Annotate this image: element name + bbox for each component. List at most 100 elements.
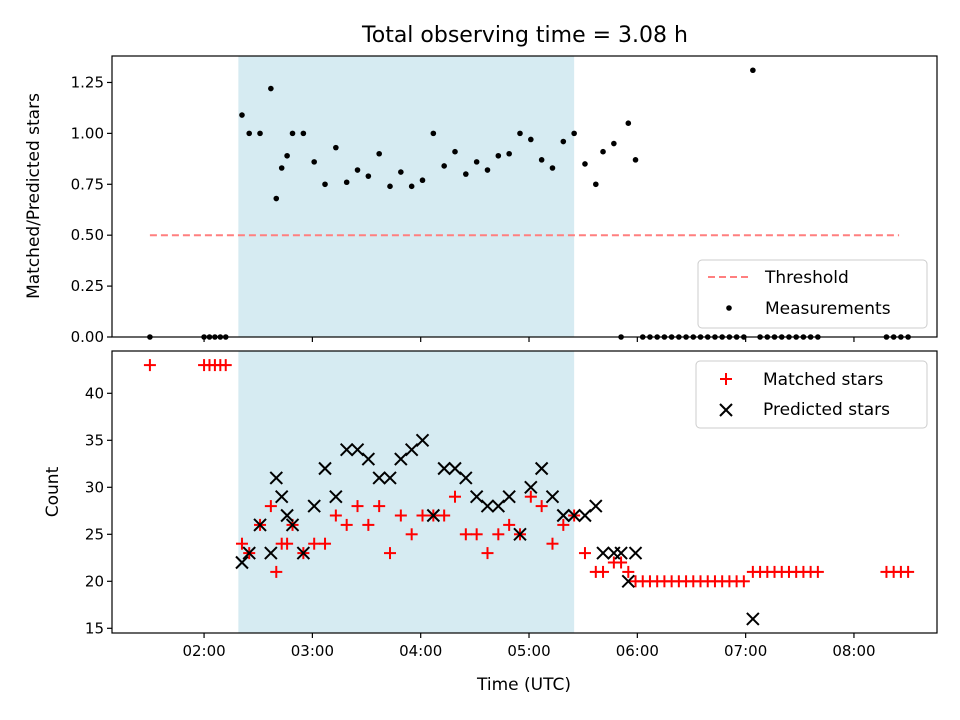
predicted-star-marker [264, 546, 278, 560]
measurement-point [506, 150, 512, 157]
matched-star-marker [351, 500, 364, 513]
matched-star-marker [143, 359, 156, 372]
measurement-point [376, 150, 382, 157]
top-y-tick-label: 0.75 [71, 175, 104, 193]
measurement-point [593, 181, 599, 188]
matched-star-marker [384, 547, 397, 560]
matched-star-marker [481, 547, 494, 560]
matched-star-marker [319, 537, 332, 550]
matched-star-marker [546, 537, 559, 550]
legend-predicted-label: Predicted stars [763, 400, 890, 420]
measurement-point [750, 67, 756, 74]
measurement-point [484, 167, 491, 173]
measurement-point [408, 183, 415, 190]
predicted-star-marker [614, 546, 628, 560]
predicted-star-marker [596, 546, 610, 560]
predicted-star-marker [339, 442, 354, 457]
matched-star-marker [459, 528, 472, 541]
bottom-points-layer [143, 359, 915, 626]
measurement-point [495, 152, 502, 159]
measurement-point [273, 195, 280, 202]
predicted-star-marker [578, 508, 592, 523]
bottom-y-tick-label: 35 [85, 431, 104, 449]
predicted-star-marker [329, 489, 343, 504]
x-tick-label: 02:00 [182, 642, 225, 660]
measurement-point [600, 148, 606, 155]
top-legend-box [697, 259, 928, 329]
measurement-point [430, 130, 437, 137]
measurement-point [289, 130, 296, 137]
predicted-star-marker [621, 574, 636, 589]
predicted-star-marker [556, 508, 571, 523]
predicted-star-marker [459, 471, 473, 485]
matched-star-marker [470, 528, 483, 541]
predicted-star-marker [372, 471, 386, 485]
predicted-star-marker [285, 518, 300, 532]
x-tick-label: 07:00 [724, 642, 767, 660]
measurement-point [246, 130, 252, 137]
bottom-ticks-layer: 15 20 25 30 35 40 02:00 03:00 04:00 05:00 06:00 07:… [85, 384, 876, 660]
predicted-star-marker [524, 480, 538, 495]
figure-title: Total observing time = 3.08 h [361, 23, 688, 48]
x-tick-label: 05:00 [507, 642, 550, 660]
matched-star-marker [622, 565, 635, 578]
matched-star-marker [362, 518, 375, 531]
predicted-star-marker [415, 433, 430, 448]
top-y-tick-label: 1.25 [71, 73, 104, 91]
predicted-star-marker [269, 471, 283, 485]
matched-star-marker [416, 509, 429, 522]
x-tick-label: 06:00 [616, 642, 659, 660]
measurement-point [365, 173, 372, 179]
matched-star-marker [270, 565, 283, 578]
predicted-star-marker [746, 612, 760, 626]
measurement-point [560, 138, 567, 145]
predicted-star-marker [307, 499, 321, 513]
matched-star-marker [405, 528, 418, 541]
top-legend: Threshold Measurements [697, 259, 928, 329]
predicted-star-marker [318, 461, 332, 476]
predicted-star-marker [350, 442, 365, 457]
top-panel: 0.00 0.25 0.50 0.75 1.00 1.25 Matched/Predict… [24, 55, 938, 346]
predicted-star-marker [469, 489, 484, 504]
top-y-axis-label: Matched/Predicted stars [24, 93, 44, 299]
matched-star-marker [811, 565, 824, 578]
predicted-star-marker [589, 499, 603, 513]
matched-star-marker [438, 509, 451, 522]
predicted-star-marker [253, 518, 267, 532]
measurement-point [582, 161, 588, 167]
matched-star-marker [615, 556, 628, 569]
predicted-star-marker [296, 546, 311, 560]
measurement-point [611, 140, 617, 147]
measurement-point [322, 181, 328, 188]
top-y-tick-label: 0.50 [71, 226, 104, 244]
bottom-shaded-span [238, 351, 575, 633]
measurement-point [452, 148, 458, 155]
bottom-y-tick-label: 40 [85, 384, 104, 402]
matched-star-marker [737, 575, 750, 588]
measurement-point [517, 130, 523, 137]
bottom-legend: Matched stars Predicted stars [695, 360, 928, 429]
matched-star-marker [373, 500, 386, 513]
top-shaded-span [238, 56, 575, 337]
bottom-panel: 15 20 25 30 35 40 02:00 03:00 04:00 05:00 06:00 07:… [43, 350, 938, 695]
measurement-point [300, 130, 307, 137]
predicted-star-marker [235, 555, 249, 570]
matched-star-marker [308, 537, 321, 550]
top-ticks-layer: 0.00 0.25 0.50 0.75 1.00 1.25 [71, 73, 855, 346]
predicted-star-marker [502, 489, 516, 504]
matched-star-marker [597, 565, 610, 578]
bottom-y-tick-label: 15 [85, 619, 104, 637]
matched-star-marker [902, 565, 915, 578]
measurement-point [463, 171, 469, 177]
bottom-y-axis-label: Count [43, 466, 63, 517]
measurement-point [333, 144, 339, 151]
matched-star-marker [535, 500, 548, 513]
measurement-point [441, 163, 447, 169]
predicted-star-marker [383, 471, 397, 485]
predicted-star-marker [534, 461, 549, 476]
measurement-point [538, 157, 545, 163]
predicted-star-marker [361, 452, 376, 466]
matched-star-marker [524, 490, 537, 503]
matched-star-marker [329, 509, 342, 522]
measurement-point [343, 179, 350, 186]
